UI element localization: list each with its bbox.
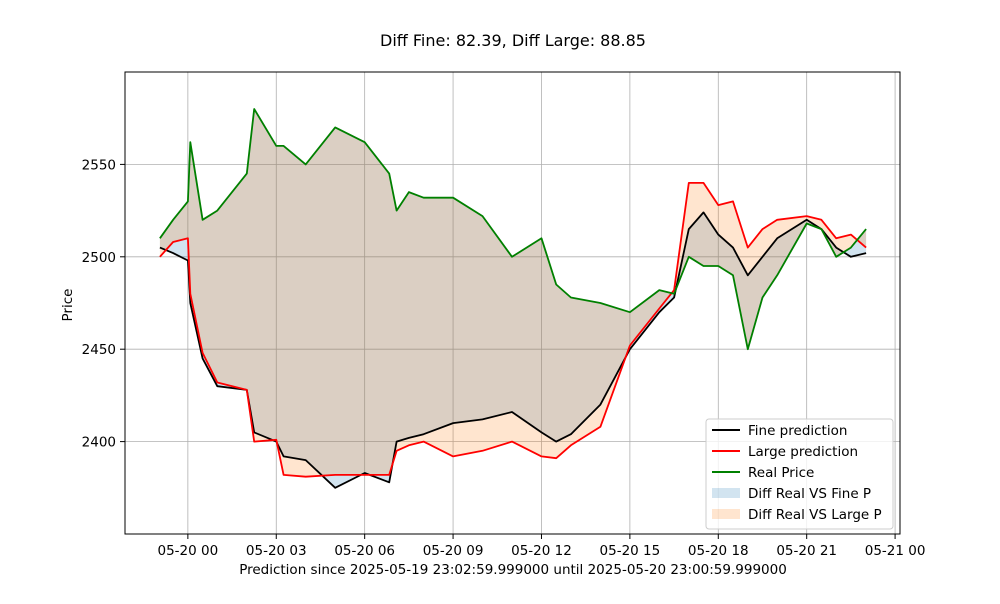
x-tick-label: 05-20 06 — [334, 543, 395, 559]
x-axis-label: Prediction since 2025-05-19 23:02:59.999… — [239, 562, 787, 578]
series-line-1 — [159, 181, 867, 478]
x-tick-label: 05-20 15 — [600, 543, 661, 559]
legend-label-1: Large prediction — [748, 444, 858, 460]
y-tick-label: 2400 — [82, 435, 116, 451]
x-tick-label: 05-20 00 — [158, 543, 219, 559]
legend-fill-label-0: Diff Real VS Fine P — [748, 486, 871, 502]
legend-label-2: Real Price — [748, 465, 814, 481]
legend-fill-label-1: Diff Real VS Large P — [748, 507, 882, 523]
series-line-2 — [159, 108, 867, 351]
x-tick-label: 05-20 03 — [246, 543, 307, 559]
x-tick-label: 05-20 21 — [776, 543, 837, 559]
fill-area-1 — [159, 109, 867, 477]
chart-title: Diff Fine: 82.39, Diff Large: 88.85 — [380, 31, 646, 50]
y-axis-label: Price — [60, 289, 76, 322]
y-tick-label: 2450 — [82, 342, 116, 358]
fill-area-0 — [159, 109, 867, 488]
x-tick-label: 05-21 00 — [865, 543, 926, 559]
axes-frame — [124, 71, 901, 535]
legend-fill-swatch-1 — [712, 509, 740, 519]
y-tick-label: 2550 — [82, 157, 116, 173]
legend-label-0: Fine prediction — [748, 423, 847, 439]
legend: Fine prediction Large prediction Real Pric… — [705, 418, 894, 530]
y-tick-label: 2500 — [82, 250, 116, 266]
legend-fill-swatch-0 — [712, 488, 740, 498]
plot-area: 05-20 00 05-20 03 05-20 06 05-20 09 05-20 12… — [82, 71, 926, 559]
x-tick-label: 05-20 18 — [688, 543, 749, 559]
legend-box — [705, 418, 894, 530]
x-tick-label: 05-20 09 — [423, 543, 484, 559]
x-tick-label: 05-20 12 — [511, 543, 572, 559]
